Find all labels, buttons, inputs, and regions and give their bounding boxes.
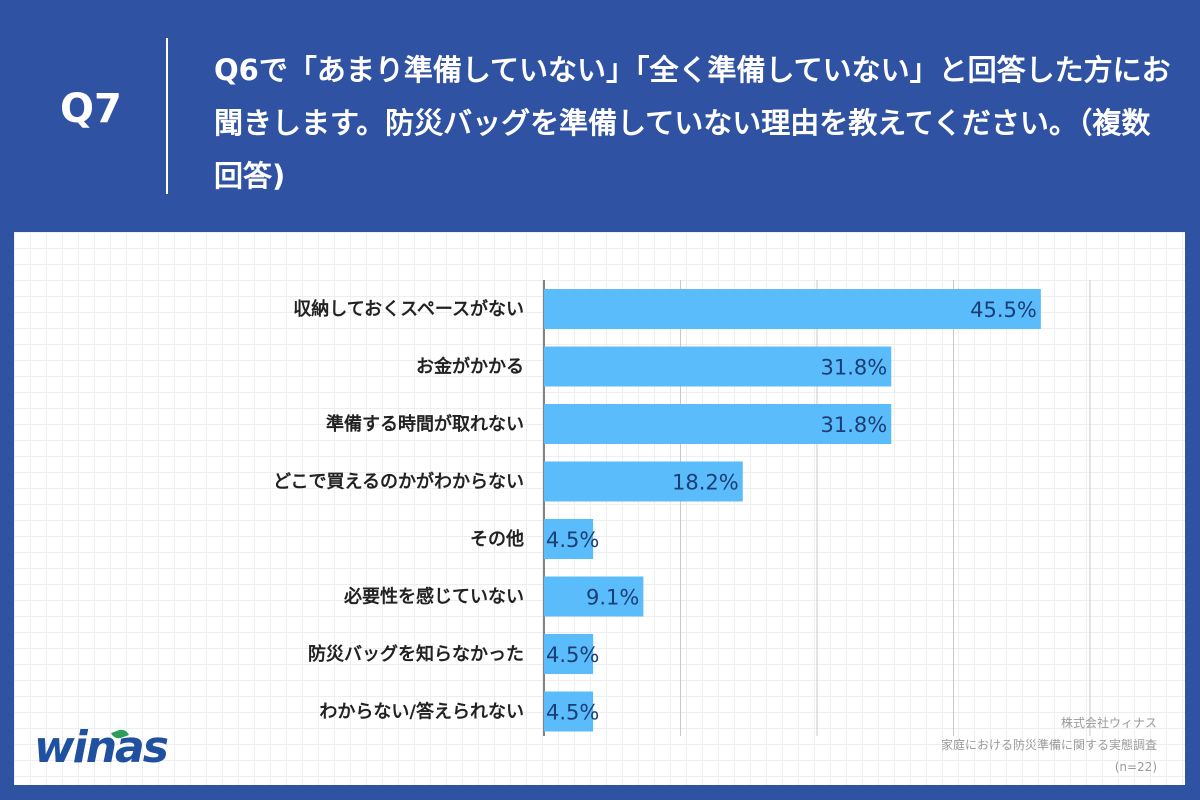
category-label: 必要性を感じていない (343, 586, 524, 608)
bar (544, 519, 594, 559)
source-note: 株式会社ウィナス 家庭における防災準備に関する実態調査 (n=22) (941, 712, 1157, 778)
value-label: 31.8% (821, 356, 888, 380)
question-text: Q6で「あまり準備していない」「全く準備していない」と回答した方にお聞きします。… (214, 53, 1171, 193)
value-label: 9.1% (586, 586, 639, 610)
category-label: お金がかかる (416, 356, 524, 378)
header-divider (166, 38, 168, 194)
logo-text: winas (34, 722, 169, 773)
source-survey: 家庭における防災準備に関する実態調査 (940, 738, 1157, 752)
bar (544, 634, 594, 674)
chart-panel: 収納しておくスペースがない 45.5% お金がかかる 31.8% 準備する時間が取れない… (14, 232, 1185, 785)
value-label: 4.5% (546, 643, 599, 667)
category-label: わからない/答えられない (319, 701, 524, 723)
bar (544, 461, 743, 502)
winas-logo: winas (34, 722, 169, 773)
bar (544, 576, 644, 617)
category-label: 準備する時間が取れない (326, 413, 524, 435)
bar (544, 289, 1041, 329)
category-label: その他 (470, 528, 524, 550)
source-n: (n=22) (1114, 760, 1157, 774)
category-label: 収納しておくスペースがない (293, 298, 524, 320)
header: Q7 Q6で「あまり準備していない」「全く準備していない」と回答した方にお聞きし… (0, 0, 1200, 232)
bar (544, 346, 892, 387)
value-label: 4.5% (546, 701, 599, 725)
value-label: 18.2% (672, 471, 739, 495)
source-company: 株式会社ウィナス (1060, 716, 1157, 730)
bar (544, 404, 892, 444)
bar (544, 691, 594, 732)
category-label: 防災バッグを知らなかった (308, 643, 524, 665)
value-label: 45.5% (970, 298, 1037, 322)
bar-chart: 収納しておくスペースがない 45.5% お金がかかる 31.8% 準備する時間が取れない… (273, 280, 1091, 736)
value-label: 31.8% (821, 413, 888, 437)
question-number: Q7 (60, 86, 122, 132)
category-label: どこで買えるのかがわからない (273, 471, 524, 493)
value-label: 4.5% (546, 528, 599, 552)
